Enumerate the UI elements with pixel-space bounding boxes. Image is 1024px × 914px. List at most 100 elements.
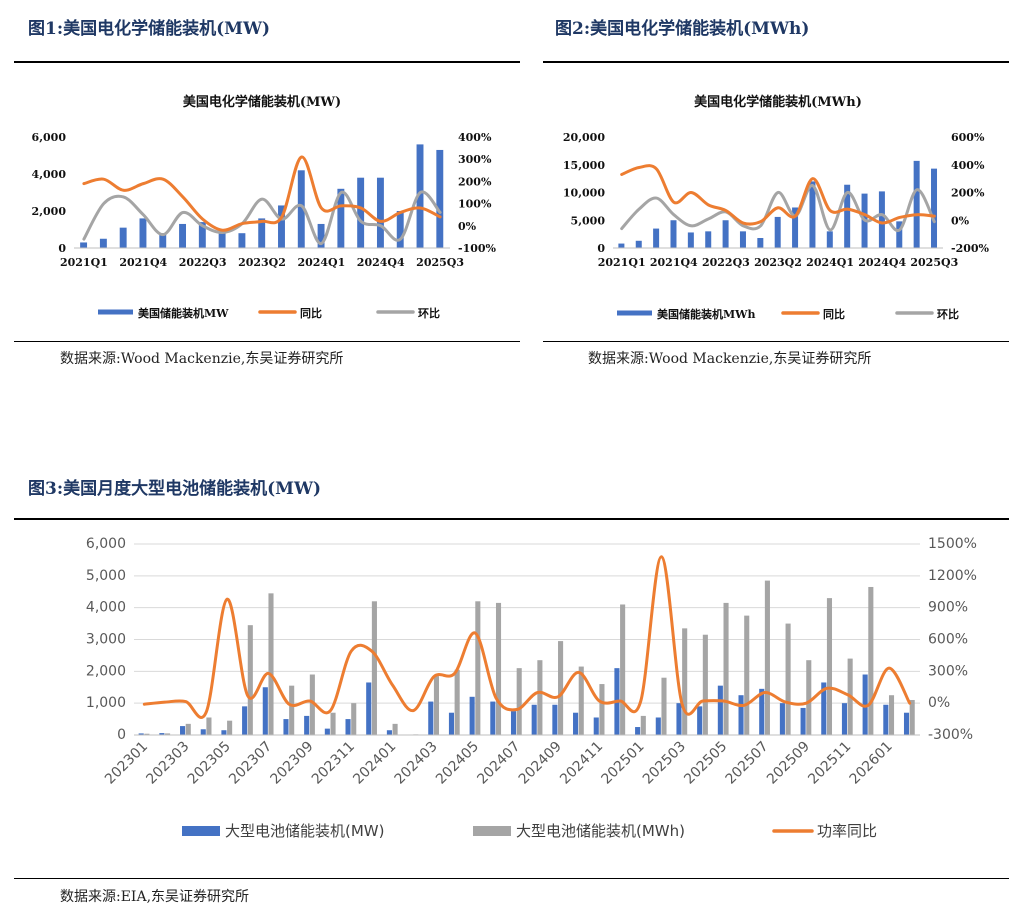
legend-label: 美国储能装机MW — [138, 306, 229, 320]
x-tick-label: 2023Q2 — [238, 256, 286, 269]
bar — [366, 682, 372, 735]
bar — [806, 660, 812, 735]
y-right-tick-label: 300% — [928, 663, 968, 679]
bar — [640, 715, 646, 735]
bar — [185, 723, 191, 735]
figure-2-top-rule — [543, 61, 1009, 63]
y-left-tick-label: 3,000 — [86, 632, 126, 648]
bar — [844, 184, 851, 248]
y-right-tick-label: 0% — [928, 695, 950, 711]
bar — [99, 238, 107, 248]
series-line — [620, 164, 936, 226]
legend-swatch — [98, 309, 133, 315]
bar — [80, 242, 88, 248]
bar — [705, 231, 712, 248]
bar — [200, 729, 206, 735]
bar — [392, 723, 398, 735]
bar — [376, 177, 384, 248]
bar — [821, 682, 827, 735]
x-tick-label: 202305 — [185, 739, 234, 788]
bar — [262, 687, 268, 735]
bar — [433, 676, 440, 735]
bar — [744, 615, 750, 735]
bar — [722, 220, 729, 248]
figure-1-title: 图1:美国电化学储能装机(MW) — [28, 19, 271, 39]
y-left-tick-label: 0 — [117, 727, 126, 743]
y-left-tick-label: 15,000 — [563, 159, 605, 172]
bar — [242, 706, 248, 735]
bar — [227, 720, 233, 735]
bar — [531, 704, 537, 735]
bar — [436, 149, 444, 248]
legend-swatch — [617, 310, 652, 316]
bar — [792, 207, 799, 248]
bar — [593, 717, 599, 735]
bar — [469, 696, 475, 735]
series-line — [82, 190, 442, 246]
bar — [702, 634, 708, 735]
series-line — [620, 184, 936, 233]
x-tick-label: 202303 — [143, 739, 192, 788]
bar — [495, 602, 502, 735]
bar — [289, 685, 295, 735]
legend-label: 环比 — [937, 307, 959, 321]
bar — [247, 625, 253, 735]
x-tick-label: 202401 — [350, 739, 399, 788]
bar — [578, 666, 584, 735]
x-tick-label: 202409 — [516, 739, 565, 788]
series-line — [82, 155, 442, 232]
x-tick-label: 202411 — [557, 739, 606, 788]
legend-label: 同比 — [300, 306, 322, 320]
bar — [896, 221, 903, 248]
bar — [723, 602, 729, 735]
x-tick-label: 202507 — [723, 739, 772, 788]
x-tick-label: 2025Q3 — [910, 256, 958, 269]
x-tick-label: 202505 — [681, 739, 730, 788]
x-tick-label: 202503 — [640, 739, 689, 788]
chart-2: 美国电化学储能装机(MWh) 0 5,000 10,000 15,000 20,000 -2… — [563, 94, 990, 321]
bar — [653, 228, 660, 248]
bar — [883, 704, 889, 735]
bar — [670, 220, 677, 248]
bar — [324, 728, 330, 735]
x-tick-label: 202601 — [847, 739, 896, 788]
bar — [180, 726, 186, 735]
y-right-tick-label: -100% — [458, 242, 497, 255]
x-tick-label: 2022Q3 — [179, 256, 227, 269]
y-right-tick-label: 200% — [458, 175, 492, 188]
x-tick-label: 2021Q4 — [119, 256, 167, 269]
bar — [258, 218, 266, 248]
bar — [371, 601, 377, 735]
bar — [826, 231, 833, 248]
y-left-tick-label: 2,000 — [86, 663, 126, 679]
y-right-tick-label: 300% — [458, 153, 492, 166]
bar — [516, 668, 522, 735]
legend-swatch — [473, 826, 511, 836]
y-right-tick-label: 400% — [951, 159, 985, 172]
legend-label: 美国储能装机MWh — [657, 307, 756, 321]
bar — [386, 730, 392, 735]
y-right-tick-label: -200% — [951, 242, 990, 255]
bar — [573, 712, 579, 735]
bar — [687, 232, 694, 248]
x-tick-label: 2024Q1 — [806, 256, 854, 269]
y-left-tick-label: 4,000 — [32, 168, 67, 181]
figure-2-source: 数据来源:Wood Mackenzie,东吴证券研究所 — [588, 351, 872, 367]
bar — [739, 231, 746, 248]
bar — [537, 660, 543, 735]
x-tick-label: 202501 — [598, 739, 647, 788]
bar — [676, 703, 682, 735]
legend-label: 大型电池储能装机(MW) — [225, 822, 384, 840]
bar — [159, 733, 165, 735]
bar — [841, 703, 848, 735]
bar — [396, 211, 404, 248]
bar — [635, 727, 641, 735]
x-tick-label: 2021Q1 — [598, 256, 646, 269]
y-left-tick-label: 6,000 — [32, 131, 67, 144]
bar — [599, 684, 605, 735]
y-left-tick-label: 5,000 — [571, 214, 606, 227]
x-tick-label: 202511 — [805, 739, 854, 788]
bar — [221, 730, 227, 735]
y-right-tick-label: 600% — [951, 131, 985, 144]
chart-1: 美国电化学储能装机(MW) 0 2,000 4,000 6,000 -100% 0% 100%… — [32, 94, 497, 320]
